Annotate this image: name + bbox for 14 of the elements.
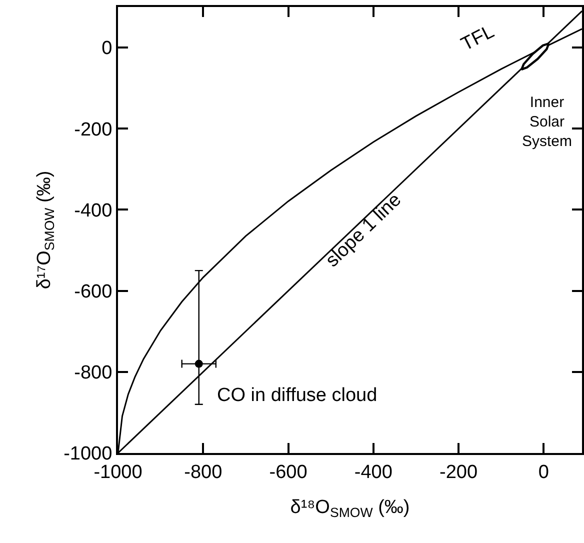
y-tick-label: -800 xyxy=(74,362,112,384)
x-axis-title: δ¹⁸O$_{SMOW}$ (‰) xyxy=(290,497,410,520)
annotation: CO in diffuse cloud xyxy=(217,385,378,406)
x-tick-label: -400 xyxy=(354,462,392,483)
y-tick-label: -400 xyxy=(74,200,112,222)
x-tick-label: -800 xyxy=(184,462,222,483)
x-tick-label: 0 xyxy=(538,462,549,483)
annotation: Inner Solar System xyxy=(522,94,572,150)
y-tick-label: -600 xyxy=(74,281,112,302)
y-tick-label: -200 xyxy=(74,119,112,140)
x-tick-label: -200 xyxy=(440,462,478,483)
y-tick-label: 0 xyxy=(102,38,112,60)
x-tick-label: -600 xyxy=(269,462,308,483)
annotation: TFL xyxy=(458,21,498,56)
